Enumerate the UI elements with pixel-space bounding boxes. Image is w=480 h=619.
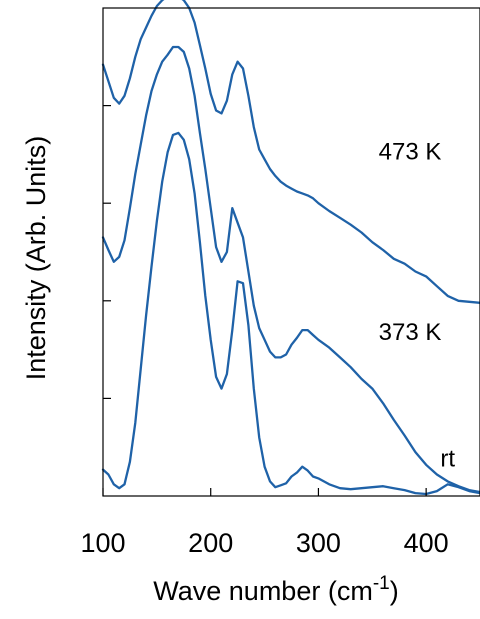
curve-labels: 473 K 373 K rt [379, 138, 456, 472]
x-axis-label-superscript: -1 [373, 573, 390, 594]
series-line-rt [101, 131, 480, 496]
curve-label-473-k: 473 K [379, 138, 442, 165]
series-line-373-k [101, 45, 480, 494]
curve-label-373-k: 373 K [379, 319, 442, 346]
y-axis-label: Intensity (Arb. Units) [21, 136, 51, 381]
x-axis-label: Wave number (cm-1) [153, 573, 398, 606]
x-tick-label-200: 200 [188, 528, 233, 558]
y-axis-ticks [103, 104, 111, 399]
series-line-473-k [101, 0, 480, 304]
x-axis-label-text: Wave number (cm [153, 576, 373, 606]
plot-lines [101, 0, 480, 496]
curve-label-rt: rt [440, 446, 455, 473]
x-tick-label-300: 300 [296, 528, 341, 558]
x-axis-ticks [102, 488, 427, 496]
plot-frame [102, 7, 480, 497]
x-axis-label-close: ) [390, 576, 399, 606]
x-axis-tick-labels: 100 200 300 400 [80, 528, 448, 558]
x-tick-label-100: 100 [80, 528, 125, 558]
x-tick-label-400: 400 [404, 528, 449, 558]
